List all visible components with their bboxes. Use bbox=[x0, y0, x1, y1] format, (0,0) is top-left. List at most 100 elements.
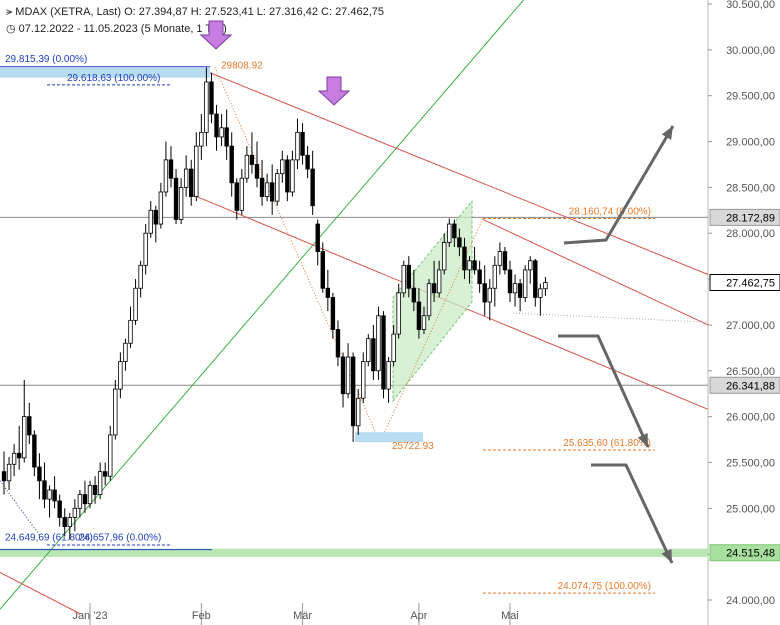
candle-body bbox=[325, 287, 331, 298]
candle-body bbox=[401, 264, 406, 294]
chart-title: MDAX (XETRA, Last) O: 27.394,87 H: 27.52… bbox=[15, 6, 385, 18]
fib-swing-line bbox=[214, 67, 484, 444]
price-marker-label: 28.172,89 bbox=[726, 212, 775, 224]
candle-body bbox=[538, 288, 543, 298]
price-marker-box bbox=[709, 208, 780, 226]
candle-body bbox=[103, 471, 108, 477]
candle-body bbox=[436, 269, 442, 294]
candle-body bbox=[77, 494, 83, 509]
candle-body bbox=[487, 287, 492, 303]
price-marker-label: 24.515,48 bbox=[726, 548, 775, 560]
candle-body bbox=[153, 209, 158, 225]
candle-body bbox=[209, 81, 214, 115]
candle-body bbox=[447, 223, 452, 243]
chart-title-bar: ⪫ MDAX (XETRA, Last) O: 27.394,87 H: 27.… bbox=[6, 6, 384, 19]
candle-body bbox=[123, 342, 128, 362]
fib-100-label: 29.618,63 (100.00%) bbox=[67, 73, 160, 84]
y-tick-label: 28.000,00 bbox=[726, 228, 775, 240]
uptrend-line bbox=[0, 0, 525, 610]
fib-618-label: 24.649,69 (61.80%) bbox=[5, 533, 93, 544]
y-tick-label: 27.000,00 bbox=[726, 320, 775, 332]
candle-body bbox=[37, 466, 42, 482]
fib-high-zone bbox=[0, 67, 210, 78]
candle-body bbox=[27, 416, 32, 436]
candle-body bbox=[340, 356, 346, 395]
candle-body bbox=[315, 223, 320, 252]
candle-body bbox=[512, 283, 518, 294]
candle-body bbox=[178, 186, 184, 220]
chart-range: 07.12.2022 - 11.05.2023 (5 Monate, 1 Tag… bbox=[18, 23, 227, 35]
candle-body bbox=[113, 388, 118, 436]
x-tick-label: Mai bbox=[501, 610, 519, 622]
low-label: 25722.93 bbox=[392, 441, 434, 452]
candle-body bbox=[189, 168, 194, 197]
y-tick-label: 30.500,00 bbox=[726, 0, 775, 11]
candle-body bbox=[350, 356, 356, 427]
bullish-projection-arrow bbox=[563, 125, 675, 245]
fib-level-label: 25.635,60 (61.80%) bbox=[563, 438, 651, 449]
y-tick-label: 26.500,00 bbox=[726, 366, 775, 378]
bearish-projection-arrow-1-head bbox=[637, 433, 648, 447]
fib-high-label: 29.815,39 (0.00%) bbox=[5, 54, 87, 65]
downtrend-old bbox=[0, 572, 81, 615]
candle-body bbox=[361, 361, 366, 399]
candle-body bbox=[355, 397, 361, 427]
candle-body bbox=[295, 131, 300, 161]
y-tick-label: 26.000,00 bbox=[726, 412, 775, 424]
x-tick-label: Jan '23 bbox=[72, 610, 107, 622]
candle-body bbox=[173, 177, 179, 220]
bearish-projection-arrow-1 bbox=[558, 334, 650, 448]
candle-body bbox=[82, 494, 88, 505]
candle-body bbox=[67, 517, 72, 528]
candle-body bbox=[528, 260, 533, 271]
candle-body bbox=[32, 434, 37, 468]
candle-body bbox=[477, 269, 482, 285]
candle-body bbox=[335, 329, 341, 358]
y-tick-label: 30.000,00 bbox=[726, 45, 775, 57]
candle-body bbox=[305, 154, 310, 170]
candle-body bbox=[452, 223, 457, 239]
candle-body bbox=[204, 81, 209, 133]
y-tick-label: 28.500,00 bbox=[726, 182, 775, 194]
candle-body bbox=[492, 264, 498, 289]
candle-body bbox=[108, 434, 113, 477]
candle-body bbox=[517, 283, 523, 298]
candle-body bbox=[467, 260, 472, 271]
candle-body bbox=[457, 237, 462, 248]
candle-body bbox=[22, 416, 27, 459]
candle-body bbox=[264, 182, 270, 197]
candle-body bbox=[52, 489, 57, 502]
chart-type-icon[interactable]: ⪫ bbox=[6, 6, 13, 18]
candle-body bbox=[300, 131, 305, 156]
candle-body bbox=[462, 246, 467, 271]
clock-icon: ◷ bbox=[6, 23, 16, 35]
candle-body bbox=[320, 251, 325, 289]
y-tick-label: 29.500,00 bbox=[726, 91, 775, 103]
chart-range-bar: ◷ 07.12.2022 - 11.05.2023 (5 Monate, 1 T… bbox=[6, 22, 227, 35]
fib-level-label: 28.160,74 (0.00%) bbox=[569, 206, 651, 217]
candle-body bbox=[97, 471, 103, 495]
candle-body bbox=[224, 127, 229, 147]
x-tick-label: Apr bbox=[410, 610, 427, 622]
candle-body bbox=[254, 164, 260, 179]
short-downtrend-line bbox=[482, 219, 709, 326]
candle-body bbox=[411, 287, 417, 303]
candle-body bbox=[507, 269, 513, 294]
x-tick-label: Feb bbox=[192, 610, 211, 622]
candle-body bbox=[219, 127, 224, 138]
candle-body bbox=[244, 154, 250, 179]
bearish-projection-arrow-2 bbox=[591, 463, 674, 564]
rising-channel bbox=[392, 199, 473, 403]
y-tick-label: 29.000,00 bbox=[726, 137, 775, 149]
candle-body bbox=[482, 283, 487, 303]
candle-body bbox=[163, 159, 169, 193]
bearish-projection-arrow-2-head bbox=[661, 549, 672, 563]
downtrend-channel-upper bbox=[209, 72, 709, 275]
candle-body bbox=[183, 168, 189, 188]
candle-body bbox=[158, 191, 164, 225]
candle-body bbox=[285, 159, 290, 193]
candle-body bbox=[16, 452, 22, 459]
candle-body bbox=[234, 182, 239, 211]
candle-body bbox=[249, 154, 255, 165]
